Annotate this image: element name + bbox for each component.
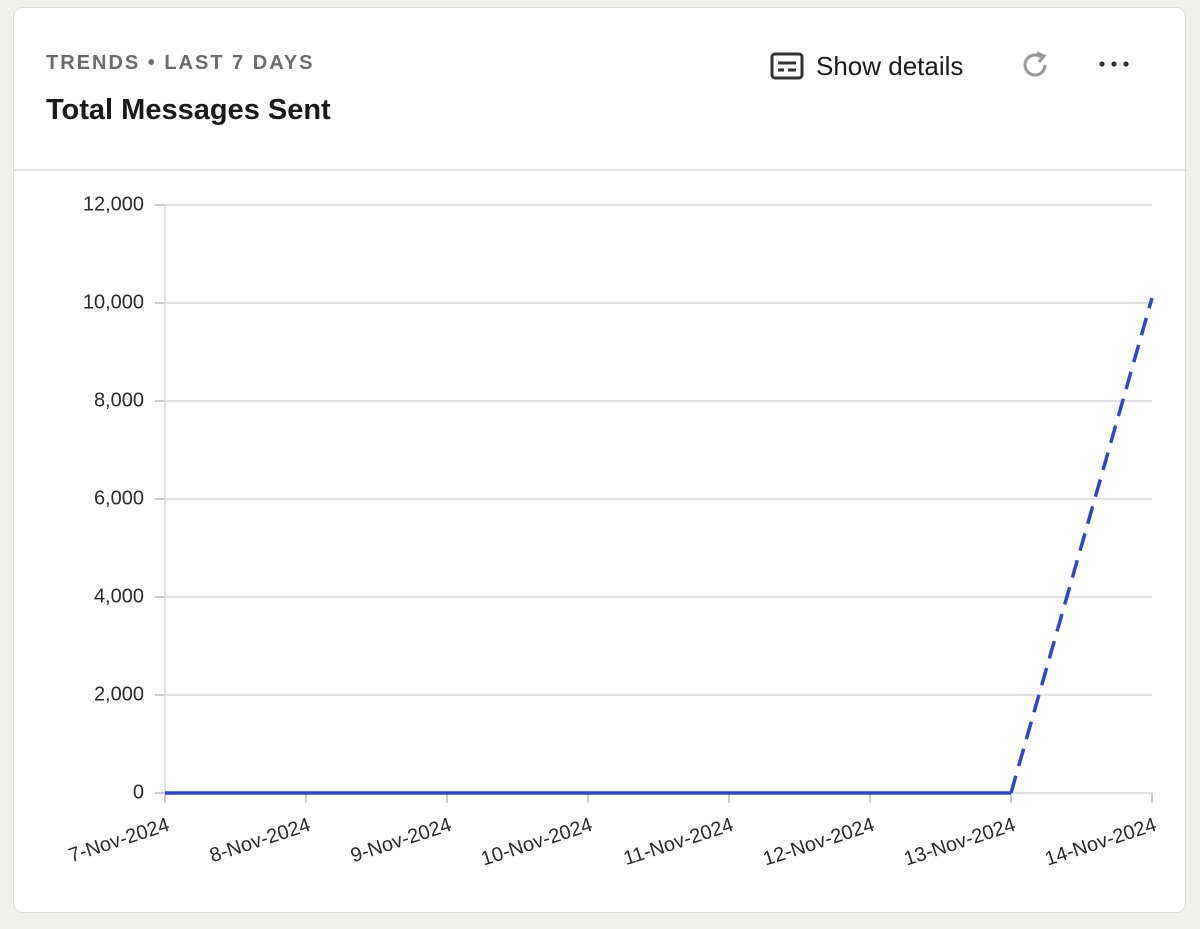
- x-tick-label: 13-Nov-2024: [901, 814, 1018, 871]
- x-tick-label: 12-Nov-2024: [760, 814, 877, 871]
- x-tick-label: 10-Nov-2024: [478, 814, 595, 871]
- show-details-label: Show details: [816, 50, 964, 81]
- details-icon: [770, 52, 804, 80]
- chart-subtitle: TRENDS • LAST 7 DAYS: [46, 52, 315, 74]
- y-tick-label: 0: [133, 781, 144, 803]
- line-incomplete: [1009, 297, 1154, 794]
- y-tick-label: 4,000: [94, 585, 144, 607]
- x-tick-label: 11-Nov-2024: [621, 814, 736, 870]
- x-tick-label: 7-Nov-2024: [66, 814, 172, 867]
- card-header: TRENDS • LAST 7 DAYS Total Messages Sent…: [14, 8, 1185, 171]
- show-details-button[interactable]: Show details: [770, 48, 963, 84]
- y-tick-label: 10,000: [83, 291, 144, 313]
- x-tick-label: 8-Nov-2024: [207, 814, 313, 867]
- more-button[interactable]: [1096, 56, 1136, 72]
- y-tick-label: 12,000: [83, 193, 144, 215]
- x-tick-label: 14-Nov-2024: [1042, 814, 1159, 871]
- y-tick-label: 2,000: [94, 683, 144, 705]
- refresh-button[interactable]: [1021, 50, 1051, 80]
- chart-card: TRENDS • LAST 7 DAYS Total Messages Sent…: [13, 7, 1186, 913]
- y-tick-label: 6,000: [94, 487, 144, 509]
- x-tick-label: 9-Nov-2024: [348, 814, 454, 867]
- y-tick-label: 8,000: [94, 389, 144, 411]
- chart-title: Total Messages Sent: [46, 94, 331, 126]
